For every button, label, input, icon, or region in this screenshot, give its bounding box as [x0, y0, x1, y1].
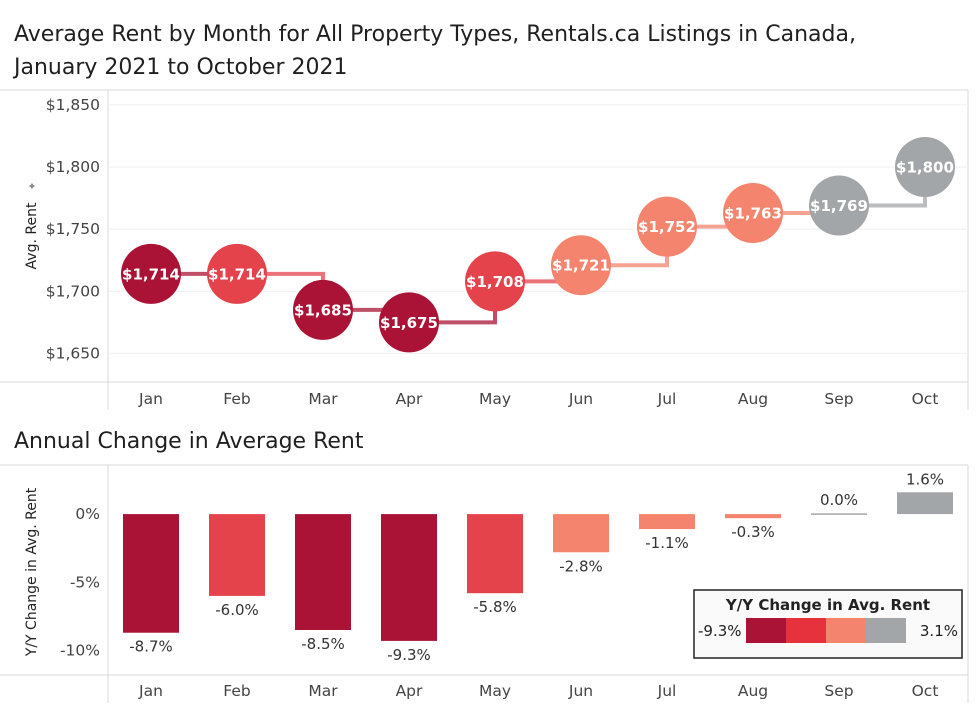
yoy-bar-label: 1.6% [906, 470, 944, 488]
rent-bubble [121, 243, 181, 304]
yoy-bar-label: -6.0% [215, 601, 259, 619]
rent-bubble-label: $1,752 [638, 218, 696, 236]
legend-ramp-swatch [746, 618, 786, 643]
legend-ramp-swatch [786, 618, 826, 643]
rent-bubble-label: $1,800 [896, 159, 954, 177]
legend-ramp-swatch [866, 618, 906, 643]
rent-bubble-label: $1,769 [810, 197, 868, 215]
rent-bubble [293, 279, 353, 340]
rent-bubble [723, 183, 783, 244]
rent-bubble-label: $1,714 [122, 265, 180, 283]
yoy-bar-label: -1.1% [645, 534, 689, 552]
legend-min-label: -9.3% [698, 622, 742, 640]
yoy-bar [295, 514, 351, 630]
color-legend: Y/Y Change in Avg. Rent -9.3% 3.1% [693, 589, 963, 659]
top-x-tick-label: Oct [912, 390, 939, 408]
avg-rent-chart: $1,650 $1,700 $1,750 $1,800 $1,850 Avg. Rent ✦… [0, 89, 969, 410]
rent-bubble-label: $1,675 [380, 314, 438, 332]
rent-bubble-label: $1,685 [294, 301, 352, 319]
top-y-tick-label: $1,700 [46, 282, 100, 300]
yoy-bar-label: 0.0% [820, 491, 858, 509]
top-x-tick-label: Apr [396, 390, 423, 408]
yoy-bar [725, 514, 781, 519]
main-chart-title-line-1: Average Rent by Month for All Property T… [14, 22, 856, 47]
top-x-tick-label: Sep [824, 390, 853, 408]
bottom-y-tick-label: 0% [75, 505, 100, 523]
top-x-tick-label: Feb [223, 390, 250, 408]
top-y-axis-title: Avg. Rent [24, 202, 40, 269]
rent-bubble-label: $1,714 [208, 265, 266, 283]
top-x-tick-label: Aug [738, 390, 768, 408]
yoy-bar-label: -5.8% [473, 598, 517, 616]
top-x-tick-label: Mar [308, 390, 338, 408]
yoy-bar [553, 514, 609, 553]
legend-max-label: 3.1% [920, 622, 958, 640]
pin-icon: ✦ [26, 181, 39, 190]
yoy-bar [811, 513, 867, 515]
top-y-tick-label: $1,850 [46, 96, 100, 114]
bottom-x-tick-label: Jun [568, 682, 593, 700]
legend-ramp-swatch [826, 618, 866, 643]
bottom-x-tick-label: Mar [308, 682, 338, 700]
rent-bubble [551, 235, 611, 296]
yoy-bar-label: -8.5% [301, 635, 345, 653]
main-chart-title-line-2: January 2021 to October 2021 [14, 55, 348, 80]
top-y-tick-label: $1,750 [46, 220, 100, 238]
top-y-tick-label: $1,800 [46, 158, 100, 176]
yoy-bar-label: -0.3% [731, 523, 775, 541]
bottom-x-tick-label: Aug [738, 682, 768, 700]
bar-chart-title: Annual Change in Average Rent [14, 429, 364, 454]
yoy-bar-label: -9.3% [387, 646, 431, 664]
bottom-y-axis-title: Y/Y Change in Avg. Rent [24, 487, 40, 657]
bottom-x-tick-label: Sep [824, 682, 853, 700]
rent-bubble-label: $1,708 [466, 273, 524, 291]
yoy-bar [123, 514, 179, 633]
top-x-tick-label: May [479, 390, 511, 408]
yoy-bar-label: -8.7% [129, 638, 173, 656]
bottom-y-tick-label: -5% [70, 573, 100, 591]
top-x-tick-label: Jun [568, 390, 593, 408]
yoy-bar [381, 514, 437, 641]
top-x-tick-label: Jan [138, 390, 163, 408]
rent-bubble [637, 196, 697, 257]
rent-bubble [207, 243, 267, 304]
top-x-tick-label: Jul [657, 390, 677, 408]
rent-bubble [895, 137, 955, 198]
bottom-x-tick-label: Feb [223, 682, 250, 700]
yoy-bar [467, 514, 523, 594]
bottom-x-tick-label: May [479, 682, 511, 700]
yoy-bar [639, 514, 695, 530]
rent-bubble [379, 292, 439, 353]
yoy-bar [209, 514, 265, 596]
rent-bubble-label: $1,721 [552, 257, 610, 275]
legend-title: Y/Y Change in Avg. Rent [725, 596, 930, 614]
bottom-x-tick-label: Oct [912, 682, 939, 700]
yoy-bar [897, 492, 953, 515]
yoy-change-chart: 0% -5% -10% Y/Y Change in Avg. Rent Jan Feb Ma… [0, 464, 969, 703]
bottom-x-tick-label: Jul [657, 682, 677, 700]
bottom-x-tick-label: Apr [396, 682, 423, 700]
rent-bubble [809, 175, 869, 236]
rent-bubble [465, 251, 525, 312]
bottom-y-tick-label: -10% [60, 641, 100, 659]
bottom-x-tick-label: Jan [138, 682, 163, 700]
top-y-tick-label: $1,650 [46, 344, 100, 362]
yoy-bar-label: -2.8% [559, 557, 603, 575]
rent-bubble-label: $1,763 [724, 205, 782, 223]
